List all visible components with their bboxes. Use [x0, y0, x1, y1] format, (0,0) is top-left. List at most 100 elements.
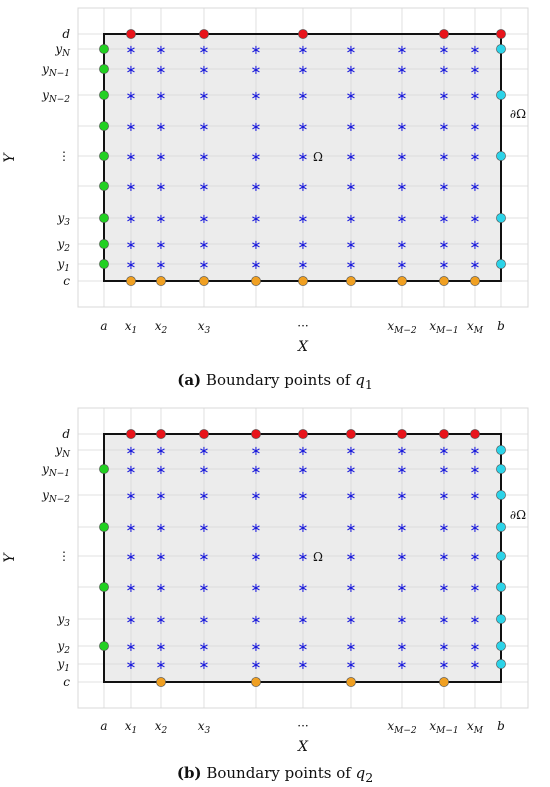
x-tick-label: b [497, 319, 505, 333]
left-boundary-point [99, 259, 109, 269]
x-tick-label: x3 [198, 719, 211, 736]
interior-point: ∗ [251, 212, 262, 227]
interior-point: ∗ [346, 89, 357, 104]
interior-point: ∗ [470, 581, 481, 596]
y-tick-label: c [63, 675, 70, 689]
x-axis-title: X [297, 339, 309, 355]
right-boundary-point [496, 259, 506, 269]
interior-point: ∗ [156, 89, 167, 104]
interior-point: ∗ [298, 550, 309, 565]
interior-point: ∗ [251, 238, 262, 253]
interior-point: ∗ [251, 489, 262, 504]
bottom-boundary-point [346, 276, 356, 286]
top-boundary-point [199, 429, 209, 439]
interior-point: ∗ [156, 180, 167, 195]
top-boundary-point [439, 429, 449, 439]
interior-point: ∗ [156, 463, 167, 478]
interior-point: ∗ [397, 180, 408, 195]
interior-point: ∗ [298, 238, 309, 253]
interior-point: ∗ [199, 640, 210, 655]
interior-point: ∗ [470, 63, 481, 78]
interior-point: ∗ [346, 150, 357, 165]
right-boundary-point [496, 551, 506, 561]
interior-point: ∗ [251, 550, 262, 565]
interior-point: ∗ [156, 444, 167, 459]
top-boundary-point [470, 429, 480, 439]
interior-point: ∗ [251, 444, 262, 459]
y-tick-label: c [63, 274, 70, 288]
bottom-boundary-point [298, 276, 308, 286]
right-boundary-point [496, 464, 506, 474]
x-tick-label: xM [467, 319, 484, 336]
interior-point: ∗ [439, 444, 450, 459]
interior-point: ∗ [397, 258, 408, 273]
x-tick-label: x2 [155, 719, 168, 736]
top-boundary-point [346, 429, 356, 439]
interior-point: ∗ [439, 89, 450, 104]
left-boundary-point [99, 641, 109, 651]
interior-point: ∗ [251, 150, 262, 165]
top-boundary-point [298, 29, 308, 39]
interior-point: ∗ [199, 89, 210, 104]
left-boundary-point [99, 64, 109, 74]
caption-a-tag: (a) [177, 371, 202, 389]
interior-point: ∗ [346, 120, 357, 135]
interior-point: ∗ [251, 613, 262, 628]
right-boundary-point [496, 582, 506, 592]
interior-point: ∗ [470, 150, 481, 165]
interior-point: ∗ [470, 521, 481, 536]
interior-point: ∗ [251, 63, 262, 78]
x-axis-title: X [297, 739, 309, 755]
interior-point: ∗ [397, 640, 408, 655]
top-boundary-point [397, 429, 407, 439]
interior-point: ∗ [346, 550, 357, 565]
interior-point: ∗ [156, 550, 167, 565]
interior-point: ∗ [126, 63, 137, 78]
interior-point: ∗ [470, 489, 481, 504]
bottom-boundary-point [199, 276, 209, 286]
interior-point: ∗ [156, 258, 167, 273]
interior-point: ∗ [126, 238, 137, 253]
interior-point: ∗ [126, 581, 137, 596]
caption-b-var: q [355, 764, 366, 782]
right-boundary-point [496, 614, 506, 624]
y-tick-label: yN−1 [41, 62, 70, 79]
top-boundary-point [126, 29, 136, 39]
right-boundary-point [496, 90, 506, 100]
interior-point: ∗ [199, 581, 210, 596]
interior-point: ∗ [397, 581, 408, 596]
bottom-boundary-point [156, 677, 166, 687]
x-tick-label: b [497, 719, 505, 733]
interior-point: ∗ [126, 258, 137, 273]
interior-point: ∗ [346, 463, 357, 478]
y-tick-label: d [62, 27, 70, 41]
interior-point: ∗ [298, 658, 309, 673]
interior-point: ∗ [397, 550, 408, 565]
y-axis-title: Y [2, 552, 18, 563]
interior-point: ∗ [397, 120, 408, 135]
bottom-boundary-point [346, 677, 356, 687]
interior-point: ∗ [156, 238, 167, 253]
y-tick-label: y2 [56, 639, 70, 656]
interior-point: ∗ [126, 120, 137, 135]
interior-point: ∗ [346, 258, 357, 273]
interior-point: ∗ [199, 63, 210, 78]
interior-point: ∗ [470, 258, 481, 273]
interior-point: ∗ [298, 613, 309, 628]
interior-point: ∗ [199, 238, 210, 253]
domain-region [104, 34, 501, 281]
interior-point: ∗ [470, 212, 481, 227]
caption-b: (b) Boundary points of q2 [0, 764, 550, 785]
top-boundary-point [298, 429, 308, 439]
interior-point: ∗ [251, 258, 262, 273]
interior-point: ∗ [156, 613, 167, 628]
interior-point: ∗ [251, 89, 262, 104]
interior-point: ∗ [470, 550, 481, 565]
y-axis-title: Y [2, 152, 18, 163]
bottom-boundary-point [439, 677, 449, 687]
interior-point: ∗ [397, 150, 408, 165]
interior-point: ∗ [439, 43, 450, 58]
interior-point: ∗ [439, 658, 450, 673]
interior-point: ∗ [251, 120, 262, 135]
interior-point: ∗ [346, 444, 357, 459]
